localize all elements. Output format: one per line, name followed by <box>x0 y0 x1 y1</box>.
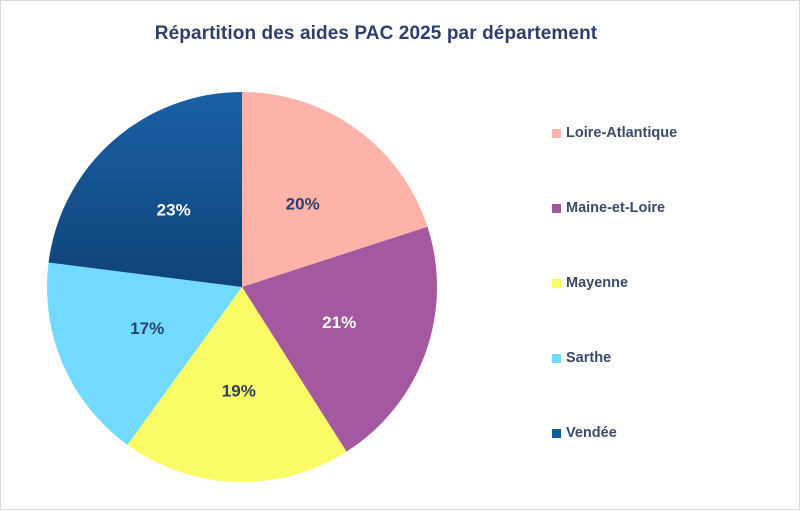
legend-label: Maine-et-Loire <box>566 200 666 216</box>
legend-swatch <box>552 278 561 288</box>
legend-label: Loire-Atlantique <box>566 125 678 141</box>
legend-swatch <box>552 128 561 138</box>
pie-slice-sarthe[interactable] <box>47 262 243 445</box>
legend-item-vendee[interactable]: Vendée <box>552 425 617 441</box>
legend-item-maine-et-loire[interactable]: Maine-et-Loire <box>552 200 665 216</box>
legend-label: Mayenne <box>566 275 629 291</box>
legend-swatch <box>552 428 561 438</box>
legend-item-sarthe[interactable]: Sarthe <box>552 350 611 366</box>
legend-swatch <box>552 203 561 213</box>
pie-slice-mayenne[interactable] <box>127 287 347 483</box>
pie-slice-vend-e[interactable] <box>48 92 242 287</box>
legend-label: Vendée <box>566 425 617 441</box>
legend-item-mayenne[interactable]: Mayenne <box>552 275 628 291</box>
pie-slice-loire-atlantique[interactable] <box>242 92 428 287</box>
legend-swatch <box>552 353 561 363</box>
slice-value-label: 23% <box>157 201 191 220</box>
slice-value-label: 21% <box>322 313 356 332</box>
pie-slice-maine-et-loire[interactable] <box>242 226 438 452</box>
legend-label: Sarthe <box>566 350 612 366</box>
slice-value-label: 17% <box>130 319 164 338</box>
slice-value-label: 20% <box>286 194 320 213</box>
slice-value-label: 19% <box>222 381 256 400</box>
legend-item-loire-atlantique[interactable]: Loire-Atlantique <box>552 125 677 141</box>
chart-title: Répartition des aides PAC 2025 par dépar… <box>154 23 598 44</box>
